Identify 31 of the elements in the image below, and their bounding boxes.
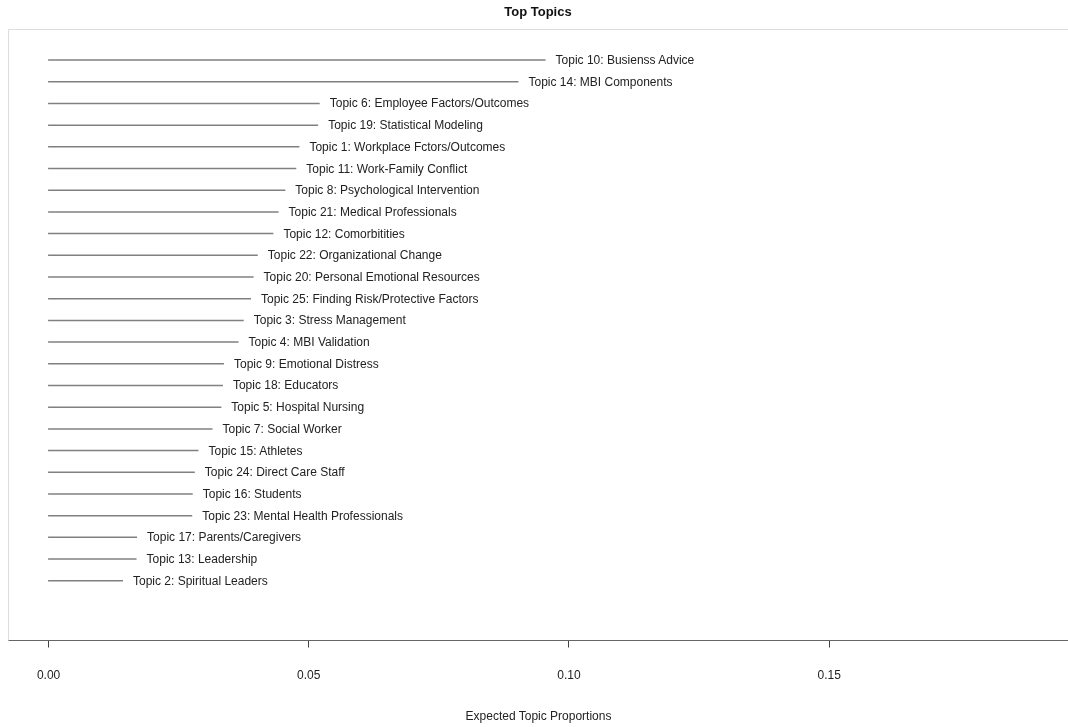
y-tick-label: Topic 10: Busienss Advice	[555, 53, 695, 68]
y-tick-label: Topic 25: Finding Risk/Protective Factors	[261, 291, 479, 306]
y-tick-label: Topic 4: MBI Validation	[248, 335, 370, 350]
y-tick-label: Topic 24: Direct Care Staff	[204, 465, 346, 480]
y-tick-label: Topic 16: Students	[202, 486, 302, 501]
y-tick-label: Topic 20: Personal Emotional Resources	[263, 270, 480, 284]
y-tick-label: Topic 22: Organizational Change	[267, 248, 443, 263]
y-tick-label: Topic 5: Hospital Nursing	[231, 400, 365, 415]
x-axis-title: Expected Topic Proportions	[465, 708, 612, 723]
y-tick-label: Topic 23: Mental Health Professionals	[202, 508, 403, 523]
y-tick-label: Topic 14: MBI Components	[528, 74, 673, 89]
y-tick-label: Topic 13: Leadership	[146, 552, 258, 567]
y-tick-label: Topic 15: Athletes	[208, 443, 303, 458]
y-tick-label: Topic 12: Comorbitities	[283, 226, 405, 241]
y-tick-label: Topic 17: Parents/Caregivers	[147, 530, 302, 545]
y-tick-label: Topic 3: Stress Management	[253, 313, 407, 328]
y-tick-label: Topic 11: Work-Family Conflict	[306, 161, 468, 176]
x-tick-label: 0.15	[817, 667, 842, 682]
y-tick-label: Topic 6: Employee Factors/Outcomes	[329, 96, 530, 111]
y-tick-label: Topic 18: Educators	[232, 378, 339, 393]
x-tick-label: 0.05	[297, 667, 321, 682]
x-tick-label: 0.00	[36, 667, 61, 682]
y-tick-label: Topic 2: Spiritual Leaders	[133, 573, 268, 588]
y-tick-label: Topic 19: Statistical Modeling	[328, 118, 483, 133]
y-tick-label: Topic 21: Medical Professionals	[288, 204, 457, 219]
y-tick-label: Topic 8: Psychological Intervention	[295, 183, 480, 198]
chart-title: Top Topics	[504, 4, 572, 19]
y-tick-label: Topic 7: Social Worker	[222, 421, 342, 436]
x-tick-label: 0.10	[557, 667, 581, 682]
y-tick-label: Topic 9: Emotional Distress	[233, 356, 379, 371]
y-tick-label: Topic 1: Workplace Fctors/Outcomes	[309, 139, 506, 154]
